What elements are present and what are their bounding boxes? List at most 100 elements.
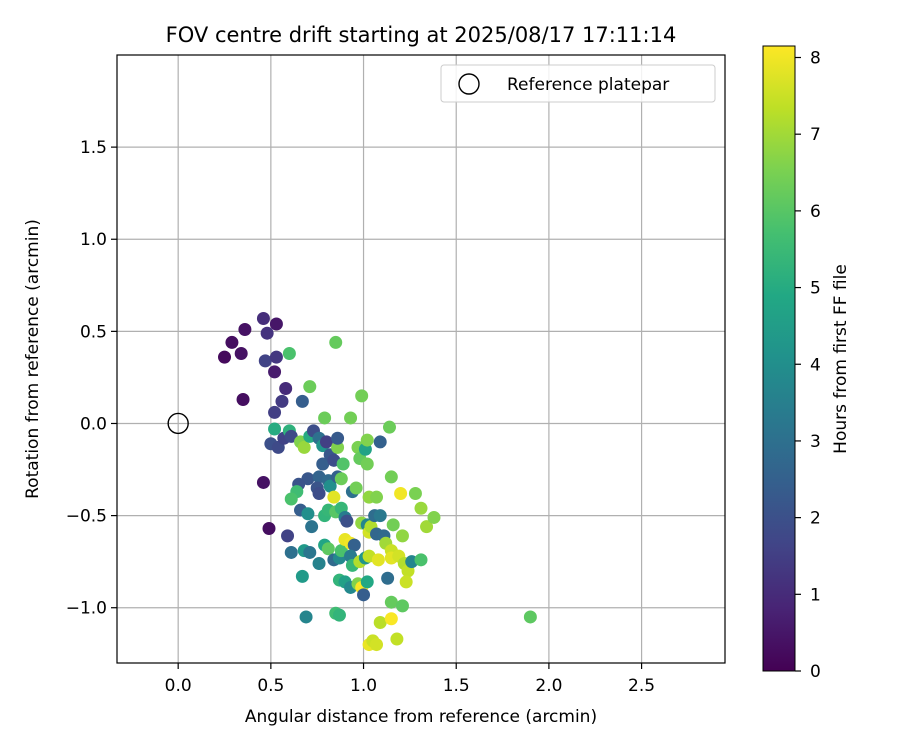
data-point	[329, 335, 343, 349]
data-point	[268, 422, 282, 436]
data-point	[295, 569, 309, 583]
data-point	[347, 538, 361, 552]
data-point	[331, 440, 345, 454]
x-axis-label: Angular distance from reference (arcmin)	[245, 707, 597, 727]
data-point	[225, 335, 239, 349]
data-point	[357, 588, 371, 602]
colorbar	[762, 45, 796, 672]
data-point	[399, 575, 413, 589]
data-point	[279, 381, 293, 395]
data-point	[349, 481, 363, 495]
data-point	[268, 365, 282, 379]
data-point	[371, 553, 385, 567]
data-point	[284, 492, 298, 506]
colorbar-tick-label: 0	[810, 662, 821, 682]
data-point	[262, 522, 276, 536]
data-point	[382, 420, 396, 434]
y-tick-label: 0.0	[80, 414, 107, 434]
data-point	[384, 595, 398, 609]
data-point	[360, 457, 374, 471]
data-point	[370, 638, 384, 652]
data-point	[238, 323, 252, 337]
y-axis-label: Rotation from reference (arcmin)	[23, 219, 43, 499]
data-point	[295, 394, 309, 408]
data-point	[340, 514, 354, 528]
x-tick-label: 0.5	[257, 676, 284, 696]
data-point	[386, 518, 400, 532]
data-point	[258, 354, 272, 368]
data-point	[334, 472, 348, 486]
data-point	[284, 545, 298, 559]
reference-layer	[167, 412, 189, 435]
data-point	[312, 486, 326, 500]
colorbar-tick-label: 8	[810, 49, 821, 69]
colorbar-ticks: 0 1 2 3 4 5 6 7 8	[795, 49, 821, 682]
data-point	[408, 486, 422, 500]
data-point	[268, 405, 282, 419]
colorbar-tick-label: 1	[810, 585, 821, 605]
data-points	[218, 311, 537, 652]
plot-frame	[116, 54, 726, 664]
data-point	[384, 612, 398, 626]
x-tick-label: 1.0	[350, 676, 377, 696]
data-point	[332, 608, 346, 622]
data-point	[218, 350, 232, 364]
data-point	[299, 610, 313, 624]
x-tick-label: 1.5	[443, 676, 470, 696]
colorbar-tick-label: 5	[810, 279, 821, 299]
data-point	[260, 326, 274, 340]
x-axis-ticks: 0.0 0.5 1.0 1.5 2.0 2.5	[165, 663, 655, 696]
legend-marker-circle	[458, 73, 480, 95]
data-point	[344, 411, 358, 425]
y-tick-label: −0.5	[66, 507, 107, 527]
data-point	[281, 529, 295, 543]
chart-title: FOV centre drift starting at 2025/08/17 …	[166, 23, 677, 47]
data-point	[303, 545, 317, 559]
data-point	[370, 490, 384, 504]
data-point	[384, 470, 398, 484]
data-point	[331, 431, 345, 445]
data-point	[323, 479, 337, 493]
data-point	[394, 486, 408, 500]
data-point	[395, 529, 409, 543]
x-tick-label: 0.0	[165, 676, 192, 696]
x-tick-label: 2.0	[535, 676, 562, 696]
y-tick-label: 1.0	[80, 230, 107, 250]
data-point	[256, 311, 270, 325]
data-point	[360, 575, 374, 589]
y-axis-ticks: −1.0 −0.5 0.0 0.5 1.0 1.5	[66, 138, 117, 619]
y-tick-label: 0.5	[80, 322, 107, 342]
data-point	[275, 394, 289, 408]
colorbar-tick-label: 6	[810, 202, 821, 222]
data-point	[234, 346, 248, 360]
data-point	[373, 435, 387, 449]
legend-box	[440, 64, 716, 103]
grid	[117, 55, 725, 663]
y-tick-label: −1.0	[66, 599, 107, 619]
colorbar-tick-label: 3	[810, 432, 821, 452]
data-point	[355, 389, 369, 403]
data-point	[319, 435, 333, 449]
data-point	[420, 520, 434, 534]
data-point	[327, 490, 341, 504]
colorbar-tick-label: 7	[810, 125, 821, 145]
y-tick-label: 1.5	[80, 138, 107, 158]
data-point	[427, 510, 441, 524]
data-point	[305, 520, 319, 534]
data-point	[282, 346, 296, 360]
data-point	[256, 475, 270, 489]
x-tick-label: 2.5	[628, 676, 655, 696]
data-point	[236, 393, 250, 407]
data-point	[414, 501, 428, 515]
data-point	[297, 440, 311, 454]
colorbar-tick-label: 2	[810, 509, 821, 529]
data-point	[321, 542, 335, 556]
data-point	[336, 457, 350, 471]
legend: Reference platepar	[440, 64, 716, 103]
data-point	[312, 557, 326, 571]
data-point	[301, 507, 315, 521]
data-point	[316, 457, 330, 471]
data-point	[390, 632, 404, 646]
colorbar-label: Hours from first FF file	[831, 264, 851, 454]
data-point	[303, 380, 317, 394]
